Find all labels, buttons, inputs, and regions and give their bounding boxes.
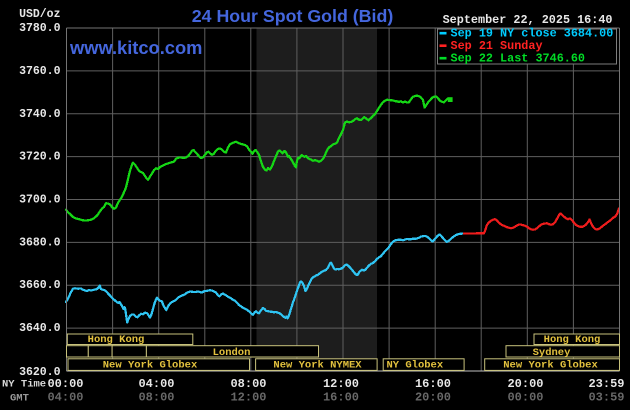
svg-text:September 22, 2025 16:40: September 22, 2025 16:40 bbox=[443, 13, 613, 27]
svg-text:Sep 19 NY close 3684.00: Sep 19 NY close 3684.00 bbox=[451, 27, 614, 41]
svg-text:Hong Kong: Hong Kong bbox=[544, 334, 601, 346]
svg-text:00:00: 00:00 bbox=[507, 391, 543, 405]
svg-text:NY Globex: NY Globex bbox=[386, 360, 443, 372]
svg-text:Sydney: Sydney bbox=[533, 347, 572, 359]
svg-text:New York Globex: New York Globex bbox=[103, 360, 198, 372]
svg-text:16:00: 16:00 bbox=[415, 377, 451, 391]
svg-text:3680.0: 3680.0 bbox=[19, 236, 61, 249]
svg-text:16:00: 16:00 bbox=[323, 391, 359, 405]
svg-text:New York NYMEX: New York NYMEX bbox=[273, 360, 362, 372]
svg-text:3760.0: 3760.0 bbox=[19, 65, 61, 78]
svg-text:GMT: GMT bbox=[10, 392, 29, 404]
svg-text:04:00: 04:00 bbox=[138, 377, 174, 391]
svg-text:20:00: 20:00 bbox=[415, 391, 451, 405]
svg-text:Hong Kong: Hong Kong bbox=[88, 334, 145, 346]
svg-text:00:00: 00:00 bbox=[47, 377, 83, 391]
svg-text:12:00: 12:00 bbox=[323, 377, 359, 391]
svg-text:08:00: 08:00 bbox=[138, 391, 174, 405]
svg-text:03:59: 03:59 bbox=[588, 391, 624, 405]
svg-text:3620.0: 3620.0 bbox=[19, 366, 61, 379]
svg-text:Sep 21 Sunday: Sep 21 Sunday bbox=[451, 39, 543, 53]
svg-text:3700.0: 3700.0 bbox=[19, 194, 61, 207]
svg-text:3720.0: 3720.0 bbox=[19, 151, 61, 164]
svg-text:NY Time: NY Time bbox=[2, 379, 46, 391]
svg-text:New York Globex: New York Globex bbox=[503, 360, 598, 372]
svg-text:3660.0: 3660.0 bbox=[19, 279, 61, 292]
svg-text:08:00: 08:00 bbox=[230, 377, 266, 391]
svg-text:20:00: 20:00 bbox=[507, 377, 543, 391]
svg-text:23:59: 23:59 bbox=[588, 377, 624, 391]
svg-text:www.kitco.com: www.kitco.com bbox=[69, 37, 202, 58]
svg-text:12:00: 12:00 bbox=[230, 391, 266, 405]
svg-text:3640.0: 3640.0 bbox=[19, 322, 61, 335]
svg-text:3740.0: 3740.0 bbox=[19, 108, 61, 121]
svg-text:Sep 22 Last 3746.60: Sep 22 Last 3746.60 bbox=[451, 52, 586, 66]
svg-text:3780.0: 3780.0 bbox=[19, 22, 61, 35]
svg-text:London: London bbox=[213, 347, 251, 359]
svg-text:24 Hour Spot Gold (Bid): 24 Hour Spot Gold (Bid) bbox=[192, 6, 394, 26]
svg-text:04:00: 04:00 bbox=[47, 391, 83, 405]
svg-text:USD/oz: USD/oz bbox=[19, 8, 61, 21]
